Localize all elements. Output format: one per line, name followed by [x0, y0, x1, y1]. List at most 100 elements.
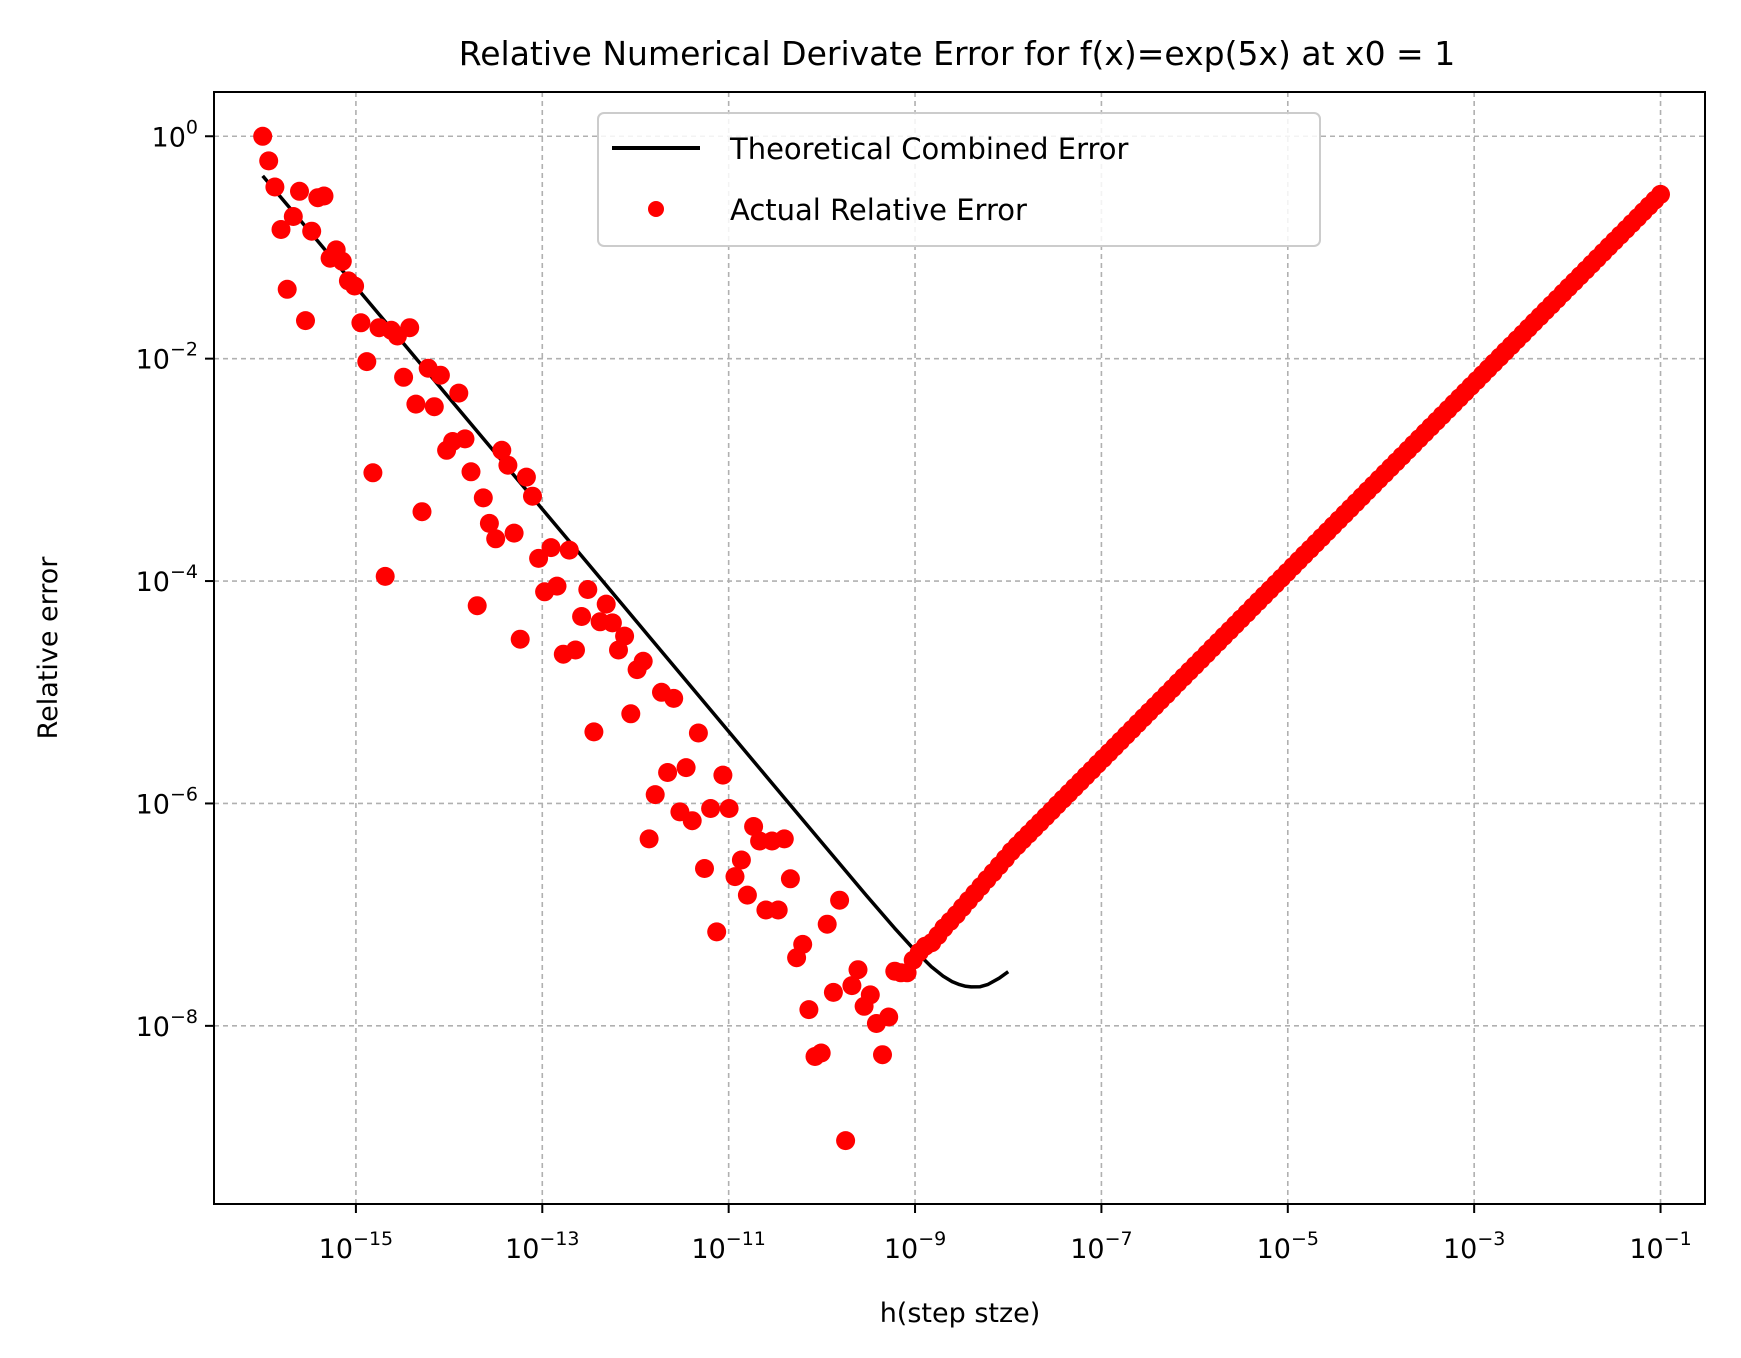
actual-error-point [639, 829, 659, 849]
actual-error-point [406, 394, 426, 414]
actual-error-point [541, 538, 561, 558]
theoretical-curve-layer [261, 174, 1010, 989]
actual-error-point [848, 960, 868, 980]
actual-error-point [290, 181, 309, 201]
actual-error-point [529, 548, 549, 568]
actual-error-point [658, 763, 678, 782]
actual-error-point [596, 594, 616, 614]
actual-error-point [486, 529, 506, 549]
actual-error-point [578, 580, 598, 599]
actual-error-point [584, 722, 604, 742]
chart-title: Relative Numerical Derivate Error for f(… [459, 34, 1455, 73]
actual-error-point [725, 867, 745, 887]
actual-error-point [768, 900, 788, 920]
actual-error-point [842, 976, 862, 996]
actual-error-point [774, 829, 794, 849]
actual-error-point [277, 279, 297, 299]
actual-error-point [836, 1131, 856, 1151]
actual-error-point [830, 890, 850, 910]
actual-error-point [823, 982, 843, 1002]
actual-error-point [799, 1000, 819, 1020]
actual-error-point [688, 723, 708, 743]
actual-error-point [1651, 184, 1670, 204]
actual-error-point [394, 367, 414, 387]
actual-error-point [259, 151, 279, 171]
actual-error-point [253, 126, 273, 146]
y-tick-label: 10−4 [136, 561, 198, 598]
actual-error-point [615, 626, 635, 646]
actual-error-point [547, 576, 567, 596]
actual-error-point [412, 502, 432, 522]
actual-error-point [449, 383, 469, 403]
legend: Theoretical Combined Error Actual Relati… [597, 112, 1321, 247]
actual-error-point [516, 467, 536, 487]
grid-lines [214, 92, 1705, 1204]
actual-error-point [467, 596, 487, 616]
y-tick-label: 10−6 [136, 783, 198, 820]
y-axis-ticks: 100 10−2 10−4 10−6 10−8 [136, 116, 214, 1043]
actual-error-point [879, 1007, 899, 1027]
x-axis-label: h(step stze) [880, 1298, 1041, 1329]
x-tick-label: 10−11 [691, 1228, 765, 1265]
actual-error-point [504, 523, 524, 543]
actual-error-point [559, 540, 579, 560]
legend-entry-actual: Actual Relative Error [730, 193, 1027, 227]
actual-error-point [566, 640, 585, 660]
actual-error-point [363, 463, 383, 483]
actual-error-point [473, 488, 493, 508]
actual-error-point [664, 688, 684, 708]
actual-error-point [645, 785, 665, 805]
x-tick-label: 10−13 [505, 1228, 579, 1265]
x-tick-label: 10−1 [1629, 1228, 1691, 1265]
actual-error-point [737, 885, 757, 905]
actual-error-point [719, 799, 739, 818]
y-tick-label: 10−8 [136, 1006, 198, 1043]
x-tick-label: 10−5 [1257, 1228, 1319, 1265]
actual-error-point [455, 429, 475, 449]
actual-error-point [400, 318, 420, 338]
actual-error-point [332, 251, 352, 271]
actual-error-point [498, 455, 518, 475]
actual-error-point [744, 817, 764, 836]
actual-error-point [572, 607, 592, 626]
actual-error-point [296, 311, 315, 331]
y-tick-label: 10−2 [136, 339, 198, 376]
actual-error-point [811, 1043, 831, 1063]
actual-error-point [510, 629, 530, 649]
actual-error-point [283, 207, 303, 226]
actual-error-point [375, 566, 395, 586]
actual-error-point [314, 186, 334, 206]
x-tick-label: 10−15 [319, 1228, 393, 1265]
actual-error-point [682, 811, 702, 831]
actual-error-point [302, 221, 322, 241]
actual-error-point [602, 613, 622, 633]
legend-marker-swatch [648, 201, 664, 217]
actual-error-point [271, 220, 291, 239]
actual-error-point [793, 934, 813, 954]
actual-error-point [424, 397, 444, 417]
actual-error-point [492, 440, 512, 460]
actual-error-point [621, 704, 641, 724]
actual-error-point [430, 365, 450, 385]
actual-error-point [695, 859, 714, 878]
x-tick-label: 10−9 [884, 1228, 946, 1265]
legend-box [597, 112, 1321, 247]
actual-error-point [873, 1045, 892, 1065]
plot-frame [213, 91, 1706, 1205]
actual-error-point [523, 486, 542, 506]
x-tick-label: 10−7 [1070, 1228, 1132, 1265]
y-tick-label: 100 [152, 116, 198, 153]
actual-error-point [351, 313, 371, 333]
actual-error-point [345, 276, 365, 296]
actual-error-point [817, 914, 837, 934]
actual-error-point [633, 651, 653, 671]
actual-error-point [707, 922, 727, 942]
theoretical-error-line [261, 174, 1010, 989]
actual-error-point [780, 869, 800, 889]
actual-error-point [265, 177, 285, 197]
actual-points-layer [253, 126, 1670, 1151]
actual-error-point [731, 850, 751, 870]
x-axis-ticks: 10−15 10−13 10−11 10−9 10−7 10−5 10−3 10−1 [319, 1204, 1692, 1265]
legend-entry-theoretical: Theoretical Combined Error [729, 132, 1129, 166]
